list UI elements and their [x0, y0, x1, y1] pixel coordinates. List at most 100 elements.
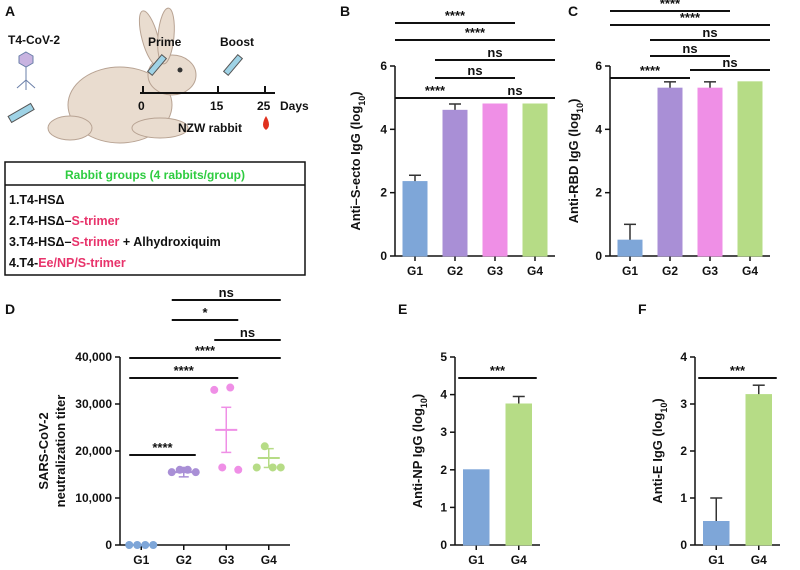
x-tick-label: G4 — [261, 553, 277, 567]
y-axis-label-part: ) — [650, 398, 665, 402]
day-label: 15 — [210, 99, 224, 113]
y-axis-label: Anti–S-ecto IgG (log10) — [348, 91, 367, 230]
prime-label: Prime — [148, 35, 182, 49]
significance-label: * — [202, 305, 208, 320]
data-point — [210, 385, 219, 394]
group-text: + Alhydroxiquim — [119, 235, 220, 249]
y-tick-label: 3 — [440, 425, 447, 439]
panel-label: E — [398, 301, 407, 317]
y-axis-label-part: 10 — [357, 96, 367, 106]
y-axis-label-part: Anti-E IgG (log — [650, 413, 665, 504]
group-text: S-trimer — [71, 214, 119, 228]
chart-panel: E 0 1 2 3 4 5 G1 G4 Anti-NP IgG (log10) *** — [398, 301, 540, 567]
significance-label: **** — [174, 363, 195, 378]
data-point — [226, 383, 235, 392]
x-tick-label: G4 — [511, 553, 527, 567]
x-tick-label: G2 — [447, 264, 463, 278]
schematic: A T4-CoV-2 Prime Boost 0 15 25 — [4, 3, 309, 276]
x-tick-label: G4 — [751, 553, 767, 567]
bar — [442, 109, 468, 257]
y-tick-label: 1 — [440, 500, 447, 514]
x-tick-label: G3 — [487, 264, 503, 278]
bar — [703, 521, 730, 546]
x-tick-label: G2 — [662, 264, 678, 278]
significance-label: ns — [467, 63, 482, 78]
group-text: S-trimer — [71, 235, 119, 249]
y-tick-label: 10,000 — [75, 491, 112, 505]
y-tick-label: 1 — [680, 491, 687, 505]
boost-label: Boost — [220, 35, 254, 49]
y-tick-label: 0 — [595, 249, 602, 263]
y-tick-label: 0 — [680, 538, 687, 552]
y-tick-label: 4 — [440, 388, 447, 402]
x-tick-label: G1 — [622, 264, 638, 278]
significance-label: ns — [219, 285, 234, 300]
group-row: 4.T4-Ee/NP/S-trimer — [9, 256, 126, 270]
group-text: 4.T4- — [9, 256, 38, 270]
group-row: 3.T4-HSΔ–S-trimer + Alhydroxiquim — [9, 235, 221, 249]
groups-box — [4, 161, 306, 276]
blood-drop-icon — [263, 116, 269, 130]
data-point — [191, 468, 200, 477]
x-tick-label: G2 — [176, 553, 192, 567]
data-point — [167, 468, 176, 477]
significance-label: *** — [490, 363, 506, 378]
x-tick-label: G1 — [468, 553, 484, 567]
phage-icon — [16, 51, 36, 90]
y-tick-label: 6 — [380, 59, 387, 73]
group-text: Ee/NP/S-trimer — [38, 256, 126, 270]
x-tick-label: G1 — [708, 553, 724, 567]
x-tick-label: G3 — [702, 264, 718, 278]
y-tick-label: 4 — [380, 122, 387, 136]
panel-label: B — [340, 3, 350, 19]
y-tick-label: 2 — [440, 463, 447, 477]
y-axis-label-part: 10 — [419, 398, 429, 408]
y-axis-label: SARS-CoV-2 — [36, 412, 51, 489]
day-label: 0 — [138, 99, 145, 113]
x-tick-label: G1 — [133, 553, 149, 567]
x-tick-label: G1 — [407, 264, 423, 278]
vaccine-label: T4-CoV-2 — [8, 33, 60, 47]
data-point — [234, 465, 243, 474]
y-tick-label: 4 — [680, 350, 687, 364]
groups-list: 1.T4-HSΔ2.T4-HSΔ–S-trimer3.T4-HSΔ–S-trim… — [9, 193, 221, 270]
data-point — [149, 541, 158, 549]
group-text: 3.T4-HSΔ– — [9, 235, 72, 249]
y-tick-label: 2 — [595, 186, 602, 200]
group-row: 1.T4-HSΔ — [9, 193, 65, 207]
panel-label: F — [638, 301, 647, 317]
chart-panel: F 0 1 2 3 4 G1 G4 Anti-E IgG (log10) *** — [638, 301, 780, 567]
bar — [463, 469, 490, 546]
data-point — [218, 463, 227, 472]
bar — [505, 403, 532, 546]
x-tick-label: G4 — [742, 264, 758, 278]
y-axis-label-part: Anti-NP IgG (log — [410, 408, 425, 508]
data-point — [125, 541, 134, 549]
data-point — [252, 463, 261, 472]
y-axis-label-part: 10 — [659, 403, 669, 413]
significance-label: ns — [487, 45, 502, 60]
significance-label: ns — [507, 83, 522, 98]
panel-label: A — [5, 3, 15, 19]
day-label: 25 — [257, 99, 271, 113]
bar — [657, 87, 683, 257]
chart-panel: B 0 2 4 6 G1 G2 G3 G4 Anti–S-ecto IgG (log10) ****… — [340, 3, 555, 278]
y-axis-label-part: ) — [566, 99, 581, 103]
animal-label: NZW rabbit — [178, 121, 242, 135]
y-axis-label-part: ) — [410, 394, 425, 398]
y-tick-label: 5 — [440, 350, 447, 364]
significance-label: *** — [730, 363, 746, 378]
significance-label: **** — [465, 25, 486, 40]
y-tick-label: 2 — [680, 444, 687, 458]
groups-title: Rabbit groups (4 rabbits/group) — [65, 168, 245, 182]
y-axis-label-part: ) — [348, 91, 363, 95]
y-tick-label: 0 — [105, 538, 112, 552]
y-tick-label: 20,000 — [75, 444, 112, 458]
y-axis-label: neutralization titer — [53, 395, 68, 508]
significance-label: **** — [425, 83, 446, 98]
y-tick-label: 0 — [380, 249, 387, 263]
group-text: 2.T4-HSΔ– — [9, 214, 72, 228]
y-axis-label: Anti-RBD IgG (log10) — [566, 99, 585, 224]
